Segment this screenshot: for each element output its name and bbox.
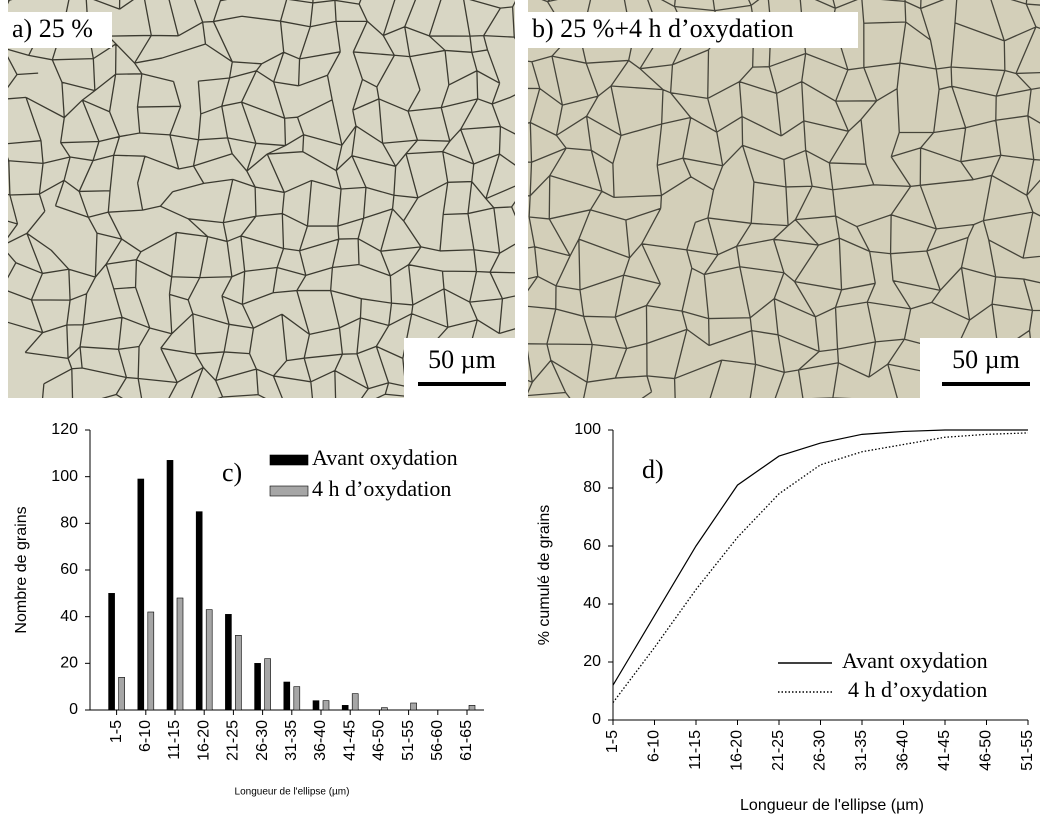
- bar: [176, 597, 184, 711]
- image-label: a) 25 %: [12, 14, 93, 43]
- y-tick-label: 20: [583, 653, 601, 670]
- bar: [195, 511, 203, 711]
- bar: [118, 677, 125, 711]
- legend-label: 4 h d’oxydation: [848, 677, 987, 702]
- bar: [351, 693, 359, 711]
- y-tick-label: 100: [574, 421, 601, 438]
- x-tick-label: 51-55: [400, 720, 417, 761]
- legend-label: 4 h d’oxydation: [312, 476, 451, 501]
- y-tick-label: 40: [60, 608, 78, 625]
- x-tick-label: 46-50: [371, 720, 388, 761]
- x-tick-label: 26-30: [812, 730, 829, 771]
- bar: [322, 700, 330, 711]
- bar: [381, 707, 388, 711]
- x-tick-label: 21-25: [225, 720, 242, 761]
- x-tick-label: 46-50: [978, 730, 995, 771]
- legend-label: Avant oxydation: [312, 445, 458, 470]
- x-tick-label: 41-45: [936, 730, 953, 771]
- x-tick-label: 6-10: [646, 730, 663, 762]
- bar: [468, 705, 476, 711]
- x-axis-label: Longueur de l'ellipse (µm): [740, 797, 924, 814]
- x-tick-label: 26-30: [254, 720, 271, 761]
- scale-box: [920, 338, 1040, 398]
- bar: [166, 460, 174, 711]
- scale-box: [404, 338, 515, 398]
- x-tick-label: 31-35: [853, 730, 870, 771]
- bar: [147, 611, 155, 711]
- x-tick-label: 21-25: [770, 730, 787, 771]
- y-axis-label: % cumulé de grains: [536, 505, 553, 646]
- y-tick-label: 40: [583, 595, 601, 612]
- bar: [235, 635, 242, 711]
- y-tick-label: 80: [60, 515, 78, 532]
- bar: [108, 593, 115, 711]
- grain-boundaries: [8, 0, 515, 398]
- legend-swatch: [269, 485, 309, 497]
- bar: [225, 614, 232, 711]
- y-tick-label: 120: [51, 421, 78, 438]
- bar: [205, 609, 213, 711]
- y-tick-label: 20: [60, 655, 78, 672]
- bar: [137, 478, 145, 711]
- x-tick-label: 1-5: [604, 730, 621, 753]
- x-tick-label: 16-20: [729, 730, 746, 771]
- legend-swatch: [269, 454, 309, 466]
- label-box: [8, 12, 112, 48]
- y-tick-label: 80: [583, 479, 601, 496]
- bar: [341, 705, 349, 711]
- y-tick-label: 60: [583, 537, 601, 554]
- x-axis-label: Longueur de l'ellipse (µm): [235, 787, 350, 798]
- y-tick-label: 0: [592, 711, 601, 728]
- x-tick-label: 56-60: [429, 720, 446, 761]
- x-tick-label: 41-45: [341, 720, 358, 761]
- x-tick-label: 11-15: [687, 730, 704, 770]
- bar: [293, 686, 301, 711]
- x-tick-label: 11-15: [166, 720, 183, 760]
- y-tick-label: 0: [69, 701, 78, 718]
- x-tick-label: 36-40: [895, 730, 912, 771]
- line-series: [612, 432, 1029, 703]
- x-tick-label: 16-20: [195, 720, 212, 761]
- legend-label: Avant oxydation: [842, 648, 988, 673]
- y-tick-label: 100: [51, 468, 78, 485]
- scale-label: 50 µm: [428, 345, 496, 374]
- scale-label: 50 µm: [952, 345, 1020, 374]
- x-tick-label: 31-35: [283, 720, 300, 761]
- x-tick-label: 1-5: [108, 720, 125, 743]
- bar: [410, 702, 417, 711]
- image-label: b) 25 %+4 h d’oxydation: [532, 14, 794, 43]
- x-tick-label: 6-10: [137, 720, 154, 752]
- label-box: [528, 12, 858, 48]
- bar: [254, 663, 261, 711]
- x-tick-label: 61-65: [458, 720, 475, 761]
- line-series: [612, 429, 1028, 686]
- y-tick-label: 60: [60, 561, 78, 578]
- micrograph: [8, 0, 515, 398]
- micrograph: [528, 0, 1040, 398]
- x-tick-label: 36-40: [312, 720, 329, 761]
- bar: [283, 681, 291, 711]
- annotation: c): [222, 458, 242, 487]
- bar: [264, 658, 271, 711]
- x-tick-label: 51-55: [1019, 730, 1036, 771]
- annotation: d): [642, 455, 664, 484]
- bar: [312, 700, 320, 711]
- y-axis-label: Nombre de grains: [13, 506, 30, 633]
